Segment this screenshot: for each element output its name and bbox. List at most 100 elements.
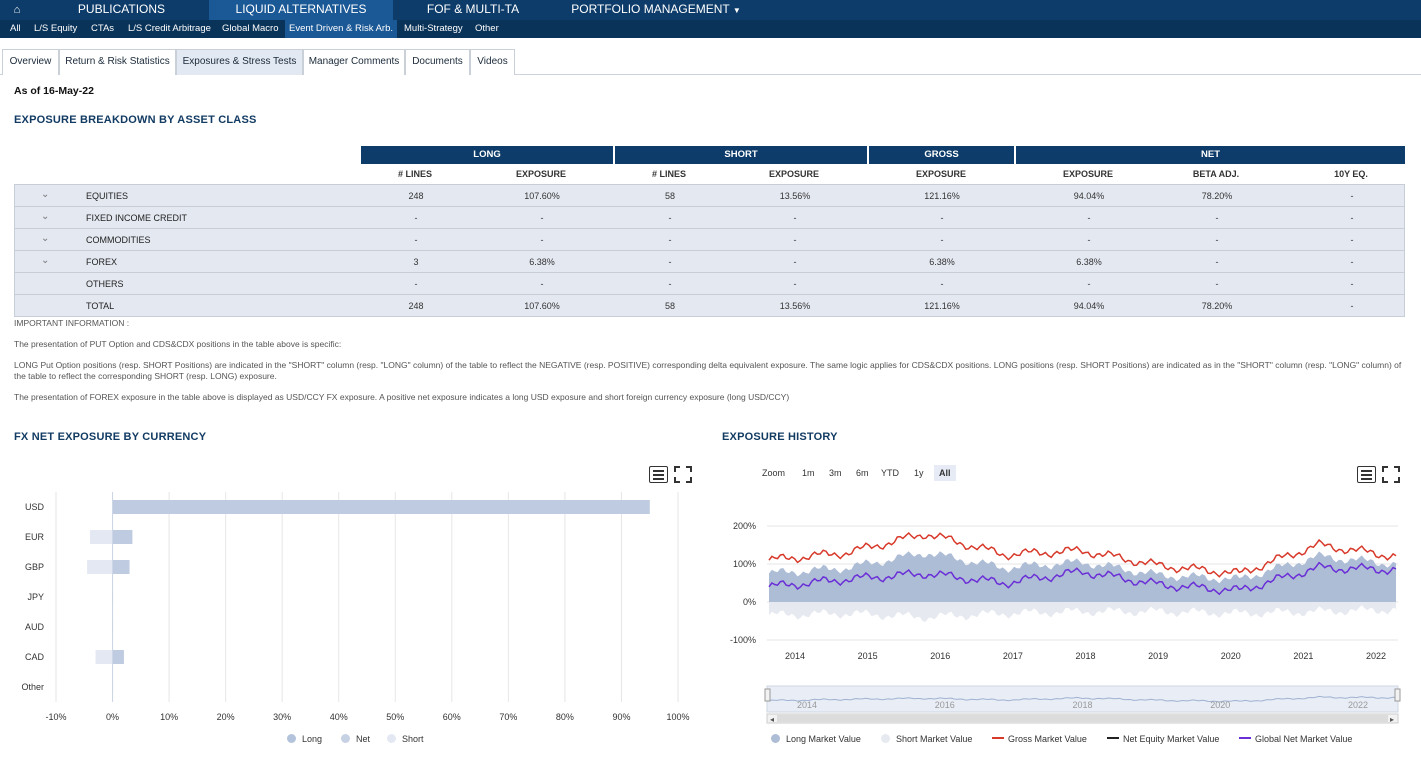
tab-overview[interactable]: Overview bbox=[2, 49, 59, 75]
table-cell: - bbox=[793, 213, 797, 223]
navigator-tick-label: 2018 bbox=[1072, 700, 1092, 710]
zoom-3m-button[interactable]: 3m bbox=[829, 468, 842, 478]
table-row[interactable]: ⌄ COMMODITIES - - - - - - - - bbox=[15, 229, 1404, 251]
fx-exposure-chart: -10% 0% 10% 20% 30% 40% 50% 60% 70% 80% 90% 100% USD… bbox=[14, 490, 704, 750]
legend-item-short-market-value[interactable]: Short Market Value bbox=[881, 734, 972, 744]
legend-label: Long Market Value bbox=[786, 734, 861, 744]
group-header-short: SHORT bbox=[615, 146, 867, 164]
subnav-ls-equity[interactable]: L/S Equity bbox=[34, 23, 78, 34]
legend-item-long[interactable]: Long bbox=[287, 734, 322, 744]
info-heading: IMPORTANT INFORMATION : bbox=[14, 318, 130, 328]
zoom-6m-button[interactable]: 6m bbox=[856, 468, 869, 478]
table-cell: - bbox=[1350, 301, 1354, 311]
navigator-handle-right bbox=[1394, 688, 1401, 702]
subnav-event-driven[interactable]: Event Driven & Risk Arb. bbox=[285, 20, 398, 38]
x-tick-label: 2022 bbox=[1366, 651, 1386, 661]
legend-item-long-market-value[interactable]: Long Market Value bbox=[771, 734, 861, 744]
x-tick-label: 2017 bbox=[1003, 651, 1023, 661]
table-cell: - bbox=[540, 235, 544, 245]
x-tick-label: 2014 bbox=[785, 651, 805, 661]
chevron-down-icon[interactable]: ⌄ bbox=[41, 211, 50, 222]
fullscreen-icon[interactable] bbox=[1382, 466, 1402, 484]
table-cell: 121.16% bbox=[924, 191, 960, 201]
table-cell: - bbox=[940, 235, 944, 245]
navigator-tick-label: 2020 bbox=[1210, 700, 1230, 710]
table-cell: - bbox=[1215, 213, 1219, 223]
subnav-all[interactable]: All bbox=[10, 23, 21, 34]
home-icon[interactable]: ⌂ bbox=[13, 4, 21, 16]
x-tick-label: 70% bbox=[499, 712, 517, 722]
info-paragraph: LONG Put Option positions (resp. SHORT P… bbox=[14, 360, 1402, 381]
group-header-gross: GROSS bbox=[869, 146, 1014, 164]
tab-exposures-stress-tests[interactable]: Exposures & Stress Tests bbox=[176, 49, 303, 75]
nav-portfolio-management[interactable]: PORTFOLIO MANAGEMENT ▼ bbox=[566, 0, 746, 20]
x-tick-label: 40% bbox=[330, 712, 348, 722]
table-cell: 94.04% bbox=[1073, 191, 1105, 201]
nav-publications[interactable]: PUBLICATIONS bbox=[77, 2, 166, 16]
table-row[interactable]: ⌄ FIXED INCOME CREDIT - - - - - - - - bbox=[15, 207, 1404, 229]
table-cell: - bbox=[414, 279, 418, 289]
bar-net bbox=[112, 650, 124, 664]
legend-item-short[interactable]: Short bbox=[387, 734, 424, 744]
tab-manager-comments[interactable]: Manager Comments bbox=[303, 49, 405, 75]
legend-item-net[interactable]: Net bbox=[341, 734, 370, 744]
nav-liquid-alternatives[interactable]: LIQUID ALTERNATIVES bbox=[209, 0, 393, 20]
y-category-label: USD bbox=[25, 502, 45, 512]
chevron-down-icon[interactable]: ⌄ bbox=[41, 255, 50, 266]
chevron-down-icon[interactable]: ⌄ bbox=[41, 233, 50, 244]
global-net-market-value-line bbox=[768, 561, 1397, 596]
table-cell: - bbox=[1215, 235, 1219, 245]
chart-menu-icon[interactable] bbox=[649, 466, 668, 483]
sub-navbar: All L/S Equity CTAs L/S Credit Arbitrage… bbox=[0, 20, 1421, 38]
legend-label: Net Equity Market Value bbox=[1123, 734, 1220, 744]
tab-documents[interactable]: Documents bbox=[405, 49, 470, 75]
table-cell: - bbox=[1350, 213, 1354, 223]
table-cell: - bbox=[940, 279, 944, 289]
table-cell: - bbox=[1350, 257, 1354, 267]
tab-return-risk-statistics[interactable]: Return & Risk Statistics bbox=[59, 49, 176, 75]
x-tick-label: 2018 bbox=[1075, 651, 1095, 661]
chevron-down-icon[interactable]: ⌄ bbox=[41, 189, 50, 200]
y-category-label: EUR bbox=[25, 532, 45, 542]
subnav-global-macro[interactable]: Global Macro bbox=[222, 23, 279, 34]
navigator-series bbox=[768, 695, 1397, 703]
legend-item-gross-market-value[interactable]: Gross Market Value bbox=[992, 734, 1087, 744]
table-row[interactable]: ⌄ FOREX 3 6.38% - - 6.38% 6.38% - - bbox=[15, 251, 1404, 273]
zoom-ytd-button[interactable]: YTD bbox=[881, 468, 899, 478]
nav-fof-multi-ta[interactable]: FOF & MULTI-TA bbox=[426, 2, 520, 16]
row-label: EQUITIES bbox=[86, 191, 129, 201]
zoom-1m-button[interactable]: 1m bbox=[802, 468, 815, 478]
x-tick-label: 30% bbox=[273, 712, 291, 722]
as-of-date: As of 16-May-22 bbox=[14, 85, 94, 97]
subnav-ctas[interactable]: CTAs bbox=[91, 23, 115, 34]
legend-item-net-equity-market-value[interactable]: Net Equity Market Value bbox=[1107, 734, 1219, 744]
x-tick-label: 2015 bbox=[858, 651, 878, 661]
table-cell: - bbox=[1350, 279, 1354, 289]
row-label: FIXED INCOME CREDIT bbox=[86, 213, 188, 223]
tab-videos[interactable]: Videos bbox=[470, 49, 515, 75]
fullscreen-icon[interactable] bbox=[674, 466, 694, 484]
table-cell: 94.04% bbox=[1073, 301, 1105, 311]
row-label: TOTAL bbox=[86, 301, 115, 311]
y-tick-label: 200% bbox=[733, 521, 756, 531]
table-cell: 58 bbox=[664, 191, 675, 201]
nav-portfolio-management-label: PORTFOLIO MANAGEMENT bbox=[571, 2, 730, 16]
legend-item-global-net-market-value[interactable]: Global Net Market Value bbox=[1239, 734, 1352, 744]
subnav-other[interactable]: Other bbox=[475, 23, 499, 34]
zoom-all-button[interactable]: All bbox=[934, 465, 956, 481]
y-category-label: AUD bbox=[25, 622, 45, 632]
table-cell: - bbox=[668, 257, 672, 267]
table-cell: - bbox=[668, 235, 672, 245]
history-chart-legend: Long Market Value Short Market Value Gro… bbox=[771, 734, 1371, 748]
y-tick-label: 100% bbox=[733, 559, 756, 569]
zoom-1y-button[interactable]: 1y bbox=[914, 468, 924, 478]
table-cell: - bbox=[793, 235, 797, 245]
chart-menu-icon[interactable] bbox=[1357, 466, 1376, 483]
table-cell: 6.38% bbox=[929, 257, 955, 267]
subnav-ls-credit-arbitrage[interactable]: L/S Credit Arbitrage bbox=[128, 23, 211, 34]
table-row[interactable]: ⌄ EQUITIES 248 107.60% 58 13.56% 121.16%… bbox=[15, 185, 1404, 207]
x-tick-label: 2021 bbox=[1293, 651, 1313, 661]
table-cell: - bbox=[540, 279, 544, 289]
subnav-multi-strategy[interactable]: Multi-Strategy bbox=[404, 23, 463, 34]
legend-label: Long bbox=[302, 734, 323, 744]
